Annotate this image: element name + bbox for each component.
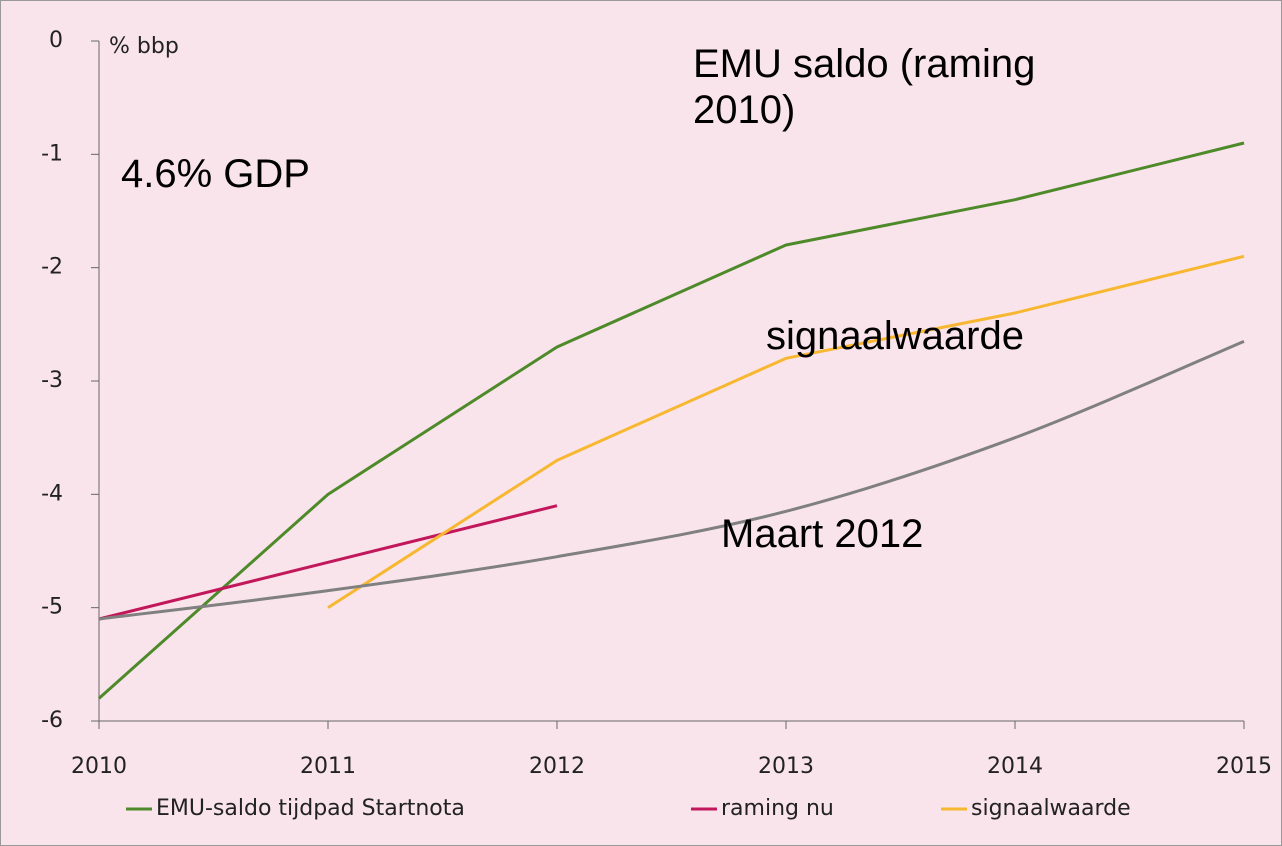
- annotation: Maart 2012: [721, 512, 924, 556]
- x-tick-label: 2012: [529, 754, 585, 779]
- legend-label: signaalwaarde: [971, 796, 1131, 821]
- x-tick-label: 2015: [1216, 754, 1272, 779]
- y-tick-label: -6: [41, 708, 63, 733]
- x-tick-label: 2013: [758, 754, 814, 779]
- annotation: 4.6% GDP: [121, 152, 310, 196]
- y-tick-label: -2: [41, 255, 63, 280]
- x-tick-label: 2010: [71, 754, 127, 779]
- y-tick-label: -1: [41, 141, 63, 166]
- series-line: [98, 339, 1245, 621]
- y-tick-label: -4: [41, 481, 63, 506]
- y-tick-label: 0: [49, 28, 63, 53]
- legend-label: raming nu: [721, 796, 834, 821]
- series-line: [98, 504, 558, 621]
- x-tick-label: 2011: [300, 754, 356, 779]
- x-tick-label: 2014: [987, 754, 1043, 779]
- series-line: [98, 141, 1245, 700]
- annotation: signaalwaarde: [766, 314, 1024, 358]
- series-line: [327, 254, 1245, 609]
- y-tick-label: -5: [41, 595, 63, 620]
- annotation: EMU saldo (raming 2010): [693, 42, 1036, 132]
- legend-label: EMU-saldo tijdpad Startnota: [156, 796, 465, 821]
- y-tick-label: -3: [41, 368, 63, 393]
- y-axis-label: % bbp: [109, 34, 179, 59]
